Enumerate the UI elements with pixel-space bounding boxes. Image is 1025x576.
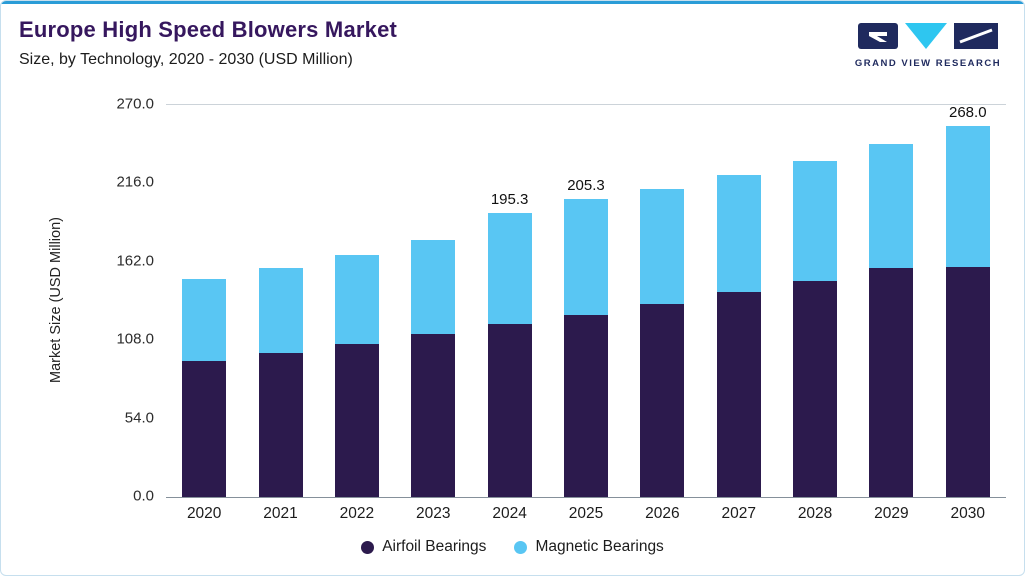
bar-segment-magnetic-bearings [945,126,990,267]
bar-segment-magnetic-bearings [640,189,685,304]
bar-column-2030: 268.0 [930,105,1006,497]
y-tick-label: 216.0 [116,173,154,191]
legend-item-magnetic-bearings: Magnetic Bearings [514,538,664,556]
bar-column-2021 [242,105,318,497]
bar-segment-magnetic-bearings [716,175,761,293]
legend: Airfoil Bearings Magnetic Bearings [1,538,1024,556]
bar-segment-airfoil-bearings [793,280,838,497]
bar-segment-airfoil-bearings [487,324,532,497]
top-accent-bar [1,1,1024,4]
page-subtitle: Size, by Technology, 2020 - 2030 (USD Mi… [19,51,353,68]
x-axis-label-2022: 2022 [339,505,375,522]
y-axis-ticks: 0.0 54.0 108.0 162.0 216.0 270.0 [89,97,154,504]
bar-segment-airfoil-bearings [411,333,456,497]
bar-column-2023 [395,105,471,497]
bar-segment-airfoil-bearings [258,353,303,497]
bar-total-label: 195.3 [490,191,529,209]
bar-segment-magnetic-bearings [182,279,227,362]
y-tick-label: 270.0 [116,95,154,113]
bar-column-2028 [777,105,853,497]
bar-segment-magnetic-bearings [563,198,608,315]
page-title: Europe High Speed Blowers Market [19,17,398,42]
bar-column-2024: 195.3 [471,105,547,497]
y-tick-label: 54.0 [124,409,154,427]
y-tick-label: 108.0 [116,330,154,348]
x-axis-label-2026: 2026 [645,505,680,522]
bar-segment-airfoil-bearings [334,343,379,497]
bar-segment-airfoil-bearings [945,266,990,497]
grand-view-research-logo: GRAND VIEW RESEARCH [854,23,1002,69]
legend-swatch-icon [361,540,375,554]
legend-label: Airfoil Bearings [382,538,487,555]
bar-segment-magnetic-bearings [869,143,914,269]
bar-segment-magnetic-bearings [411,240,456,334]
bar-column-2029 [853,105,929,497]
x-axis-label-2021: 2021 [263,505,298,522]
plot-area: 195.3 205.3 268.0 [166,104,1006,498]
bar-total-label: 268.0 [949,104,987,121]
bar-column-2027 [701,105,777,497]
bar-column-2020 [166,105,242,497]
bar-column-2025: 205.3 [548,105,624,497]
legend-label: Magnetic Bearings [535,538,664,555]
y-tick-label: 162.0 [116,252,154,270]
logo-text: GRAND VIEW RESEARCH [854,58,1002,69]
x-axis-label-2023: 2023 [416,505,451,522]
bar-segment-airfoil-bearings [640,303,685,497]
bar-segment-magnetic-bearings [487,213,532,325]
bar-segment-magnetic-bearings [793,160,838,281]
legend-swatch-icon [514,540,528,554]
bar-segment-airfoil-bearings [716,292,761,497]
legend-item-airfoil-bearings: Airfoil Bearings [361,538,486,556]
bar-column-2022 [319,105,395,497]
bar-total-label: 205.3 [567,176,605,194]
x-axis-label-2027: 2027 [721,505,756,522]
bar-column-2026 [624,105,700,497]
x-axis-label-2025: 2025 [568,505,604,522]
bar-segment-airfoil-bearings [563,314,608,497]
y-axis-title: Market Size (USD Million) [48,217,65,383]
bar-segment-airfoil-bearings [182,361,227,497]
bar-segment-magnetic-bearings [258,268,303,354]
bar-segment-magnetic-bearings [334,254,379,344]
bar-segment-airfoil-bearings [869,268,914,497]
x-axis-label-2030: 2030 [950,505,986,522]
x-axis-label-2020: 2020 [186,505,222,522]
x-axis-label-2028: 2028 [797,505,833,522]
x-axis-label-2024: 2024 [492,505,527,522]
logo-mark-icon [858,23,998,49]
x-axis-label-2029: 2029 [874,505,909,522]
y-tick-label: 0.0 [133,487,154,505]
x-axis-labels: 2020 2021 2022 2023 2024 2025 2026 2027 2028 2029… [166,505,1006,523]
